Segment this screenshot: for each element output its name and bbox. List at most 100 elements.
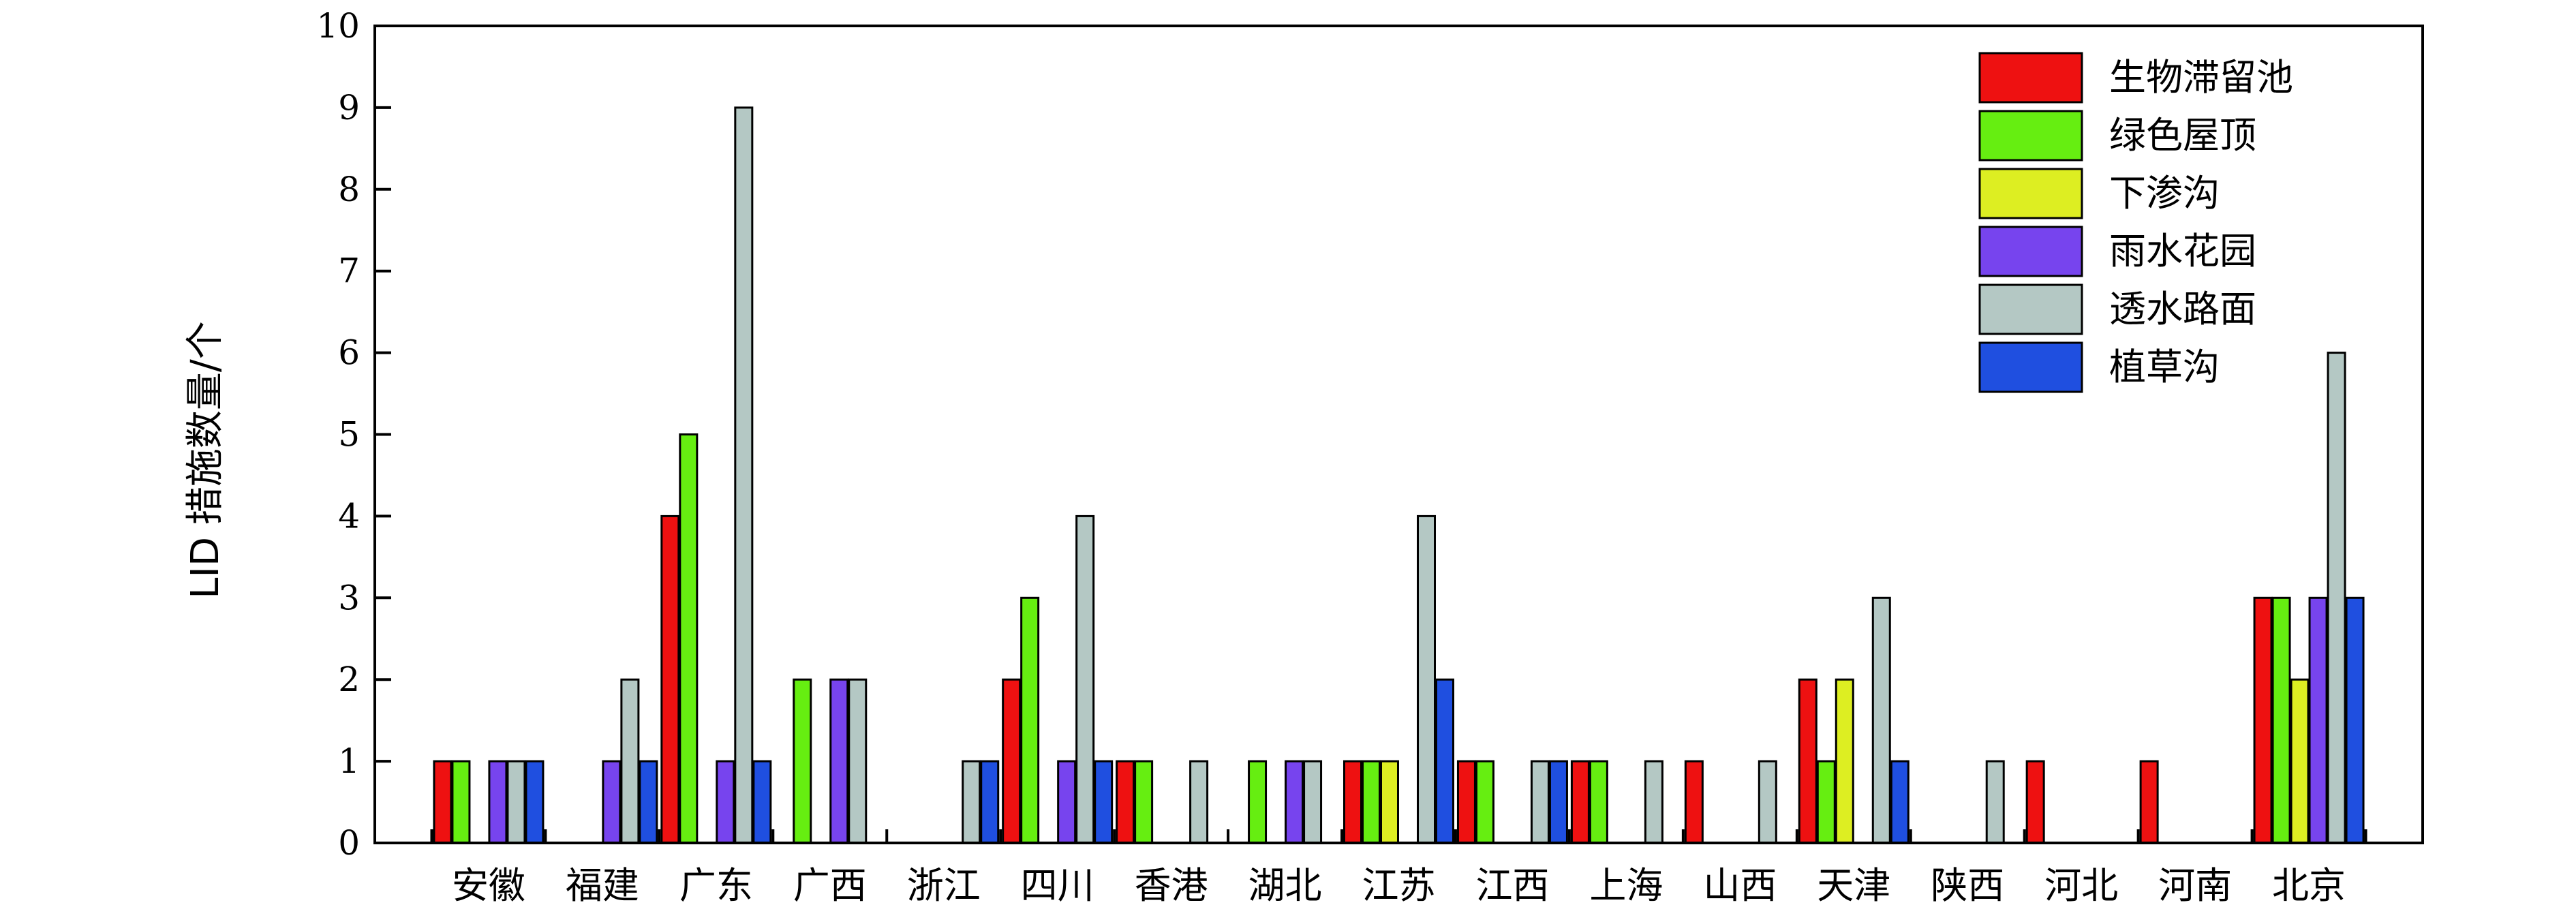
y-tick-label: 7 (338, 251, 360, 291)
legend-label: 雨水花园 (2109, 230, 2256, 273)
bar (1134, 760, 1154, 844)
bar (2290, 678, 2310, 844)
x-category-label: 陕西 (1931, 864, 2004, 907)
legend-label: 下渗沟 (2109, 172, 2220, 215)
bar (980, 760, 1000, 844)
x-category-label: 山西 (1703, 864, 1777, 907)
bar (1475, 760, 1494, 844)
x-category-label: 广西 (793, 864, 867, 907)
plot-frame (373, 25, 2424, 844)
bar (1456, 760, 1476, 844)
legend-label: 绿色屋顶 (2109, 114, 2256, 157)
y-axis: 0 1 2 3 4 5 6 7 8 9 10 (316, 6, 391, 863)
bar (1589, 760, 1608, 844)
bar (1380, 760, 1399, 844)
bar (1285, 760, 1304, 844)
bar (1343, 760, 1362, 844)
bar (1985, 760, 2005, 844)
x-category-label: 安徽 (452, 864, 525, 907)
bar (2308, 596, 2328, 844)
bar (1002, 678, 1022, 844)
bar (2345, 596, 2365, 844)
x-axis: 安徽 福建 广东 广西 浙江 四川 香港 湖北 江苏 江西 上海 山西 天津 陕西 河北 河南 北京 (430, 829, 2367, 907)
bar (848, 678, 868, 844)
bar (1020, 596, 1040, 844)
y-tick-label: 10 (316, 6, 360, 46)
y-tick-label: 8 (338, 170, 360, 209)
y-axis-title: LID 措施数量/个 (183, 321, 228, 599)
legend-swatch (1978, 110, 2083, 162)
bar (2253, 596, 2273, 844)
bar (2327, 352, 2346, 844)
bar (962, 760, 981, 844)
bar (1248, 760, 1268, 844)
bar (506, 760, 526, 844)
bar (2025, 760, 2045, 844)
bar (829, 678, 849, 844)
x-category-label: 广东 (679, 864, 753, 907)
bar (716, 760, 735, 844)
bar (620, 678, 640, 844)
bar (639, 760, 658, 844)
y-tick-label: 5 (338, 415, 360, 455)
bar (1435, 678, 1454, 844)
bar (488, 760, 508, 844)
y-tick-label: 2 (338, 660, 360, 699)
legend-swatch (1978, 168, 2083, 219)
legend-swatch (1978, 341, 2083, 393)
bar (1798, 678, 1818, 844)
x-category-label: 江西 (1475, 864, 1549, 907)
bar (2139, 760, 2159, 844)
bar (1116, 760, 1135, 844)
x-category-label: 江苏 (1362, 864, 1436, 907)
y-tick-label: 1 (338, 741, 360, 781)
y-tick-label: 3 (338, 578, 360, 617)
bar (602, 760, 622, 844)
y-tick-label: 6 (338, 333, 360, 373)
x-category-label: 天津 (1817, 864, 1890, 907)
bar (1890, 760, 1910, 844)
y-tick-label: 4 (338, 496, 360, 536)
legend-label: 植草沟 (2109, 345, 2220, 388)
bar (1094, 760, 1114, 844)
bar (2271, 596, 2291, 844)
bar (660, 514, 680, 844)
x-category-label: 浙江 (907, 864, 981, 907)
bar (1570, 760, 1590, 844)
x-category-label: 河北 (2044, 864, 2118, 907)
bar (1057, 760, 1077, 844)
bar (1189, 760, 1209, 844)
x-category-label: 河南 (2158, 864, 2232, 907)
bar (1816, 760, 1836, 844)
bar (1548, 760, 1568, 844)
bar (1758, 760, 1777, 844)
bar (1530, 760, 1550, 844)
legend-label: 生物滞留池 (2109, 56, 2293, 99)
legend-swatch (1978, 52, 2083, 104)
x-category-label: 湖北 (1248, 864, 1322, 907)
bar (451, 760, 471, 844)
x-category-label: 四川 (1021, 864, 1094, 907)
legend-label: 透水路面 (2109, 288, 2256, 330)
bar (679, 433, 699, 844)
bar (793, 678, 812, 844)
bar (1684, 760, 1704, 844)
x-category-label: 上海 (1589, 864, 1663, 907)
bar (1417, 514, 1436, 844)
bar (1644, 760, 1663, 844)
bar (1362, 760, 1381, 844)
legend-swatch (1978, 283, 2083, 335)
bar (734, 106, 754, 844)
bar (1835, 678, 1854, 844)
bar (1303, 760, 1323, 844)
bar (1075, 514, 1095, 844)
x-category-label: 香港 (1135, 864, 1208, 907)
bar (752, 760, 772, 844)
legend-swatch (1978, 226, 2083, 277)
x-category-label: 福建 (566, 864, 639, 907)
bar (433, 760, 453, 844)
bar (1871, 596, 1891, 844)
x-category-label: 北京 (2272, 864, 2346, 907)
